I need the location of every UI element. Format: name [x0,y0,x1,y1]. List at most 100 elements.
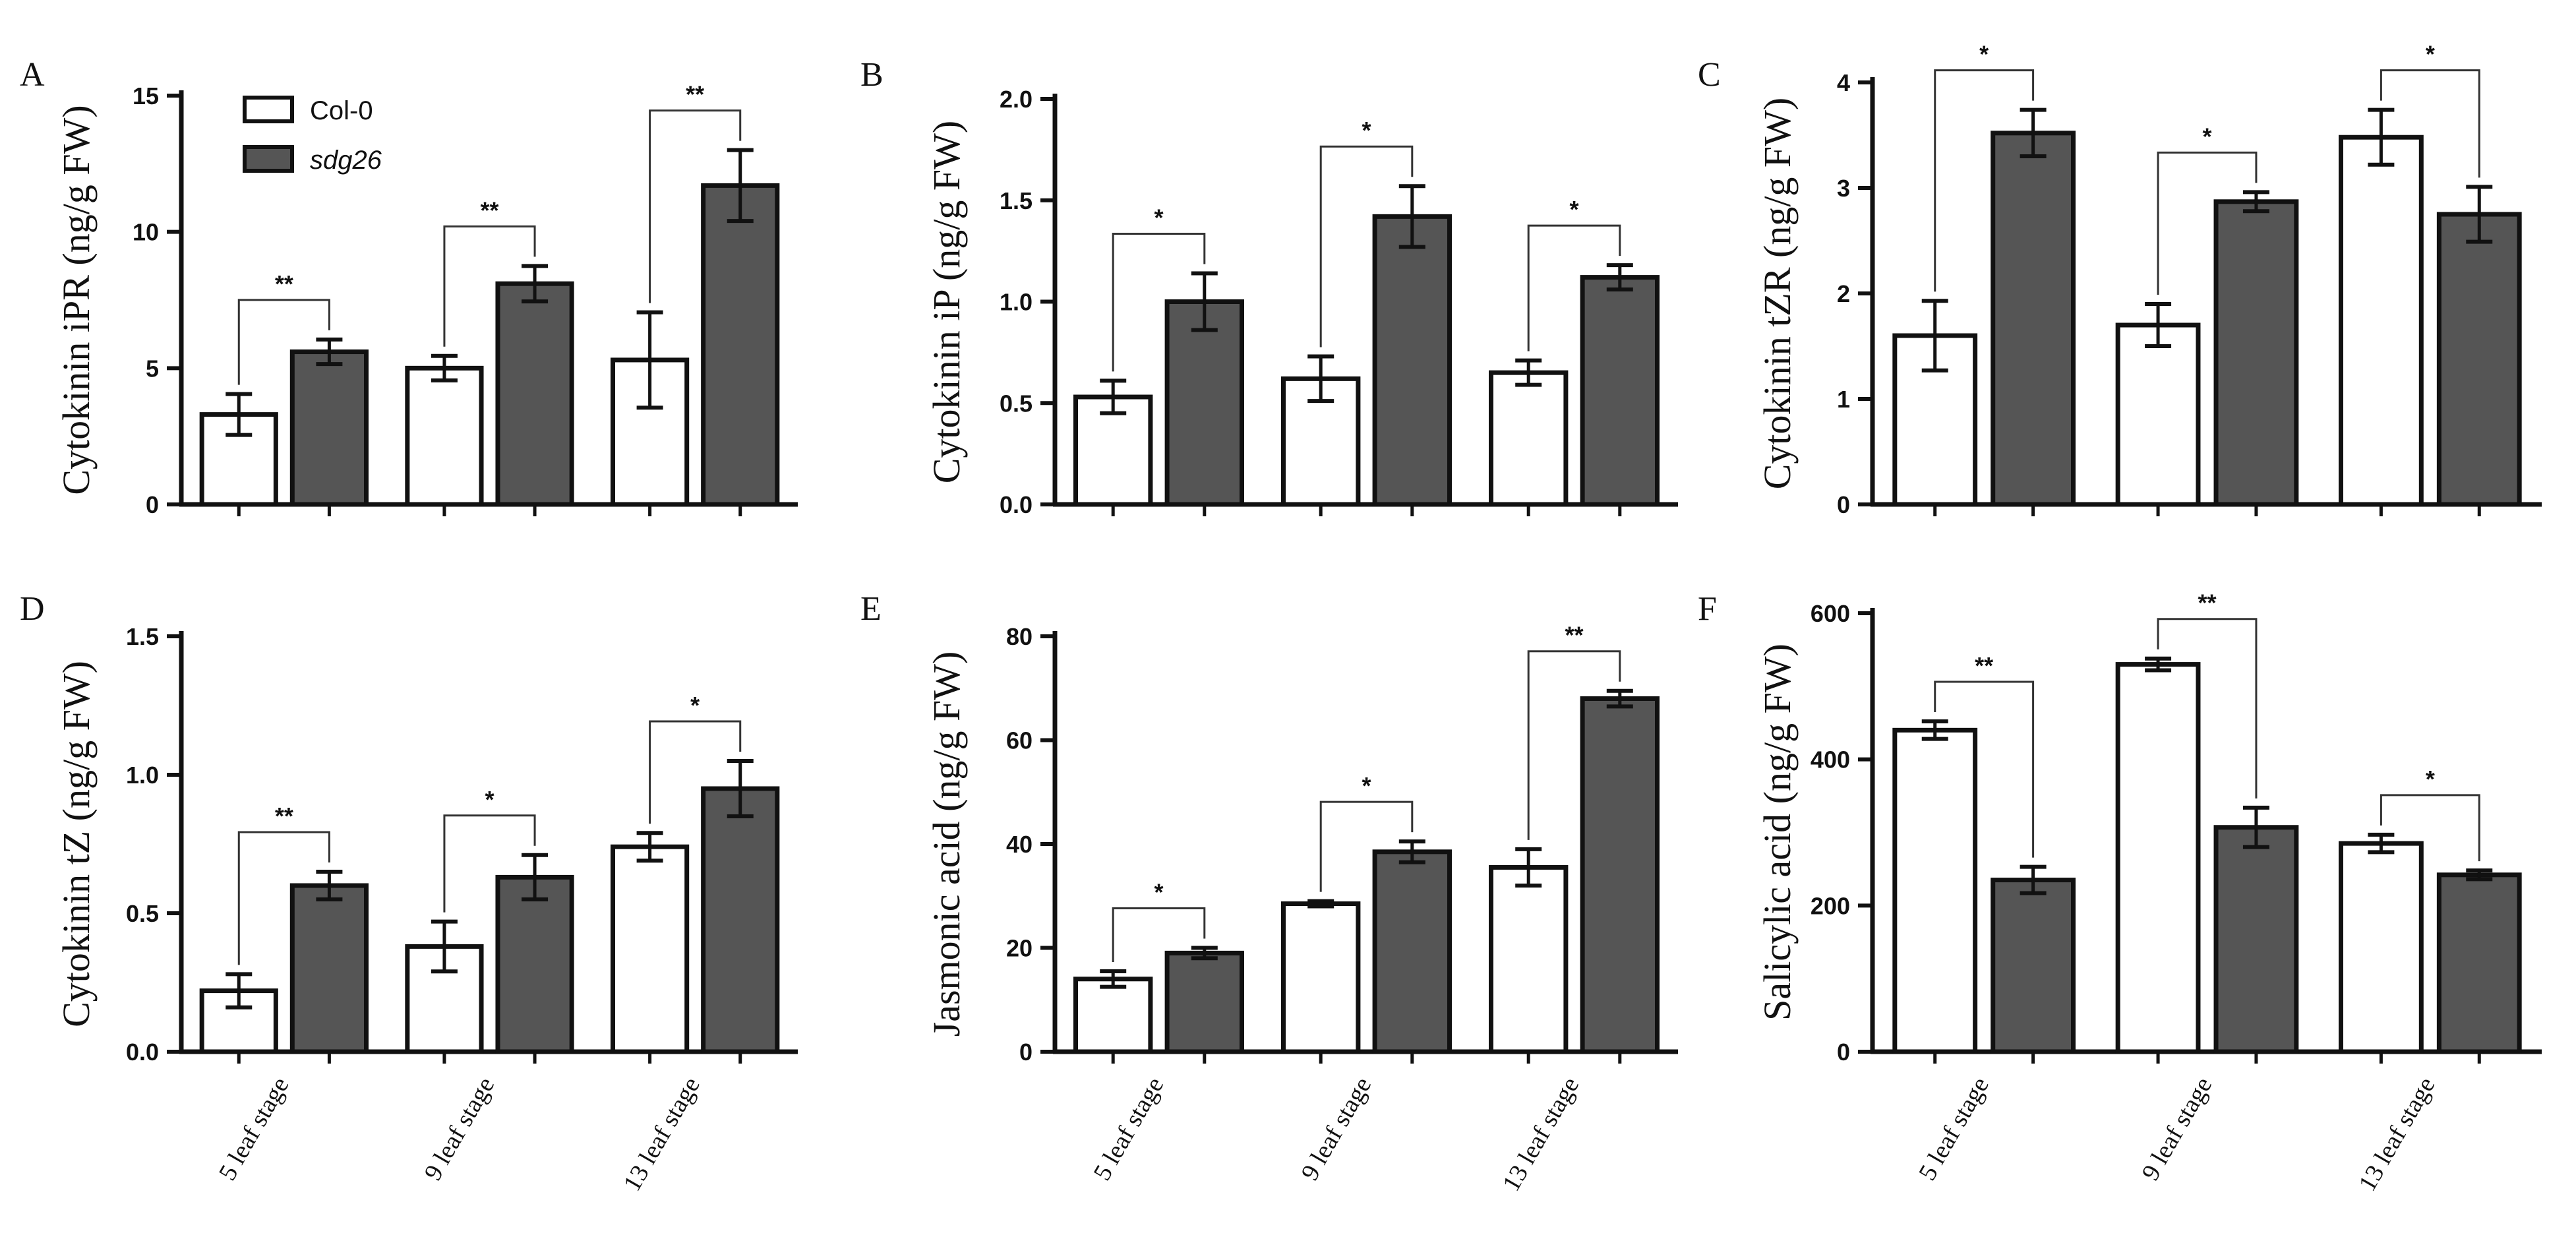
x-category-label-e: 13 leaf stage [1497,1073,1584,1196]
bar-a-sdg26-1 [289,349,369,507]
y-tick-label-c: 3 [1837,175,1850,202]
y-tick-label-a: 5 [146,355,159,382]
y-axis-title-f: Salicylic acid (ng/g FW) [1756,644,1799,1021]
y-tick-label-c: 0 [1837,491,1850,518]
significance-label-a: ** [686,81,704,108]
panel-letter-e: E [860,590,882,628]
bar-f-sdg26-2 [2213,825,2299,1054]
panel-letter-d: D [20,590,45,628]
panel-e: E Jasmonic acid (ng/g FW) 0 20 40 60 80 5 leaf … [860,590,1678,1196]
significance-label-d: ** [275,802,293,830]
panel-letter-f: F [1698,590,1717,628]
bar-e-col0-3 [1489,864,1569,1054]
bar-a-col0-2 [405,365,484,507]
significance-label-c: * [2202,123,2211,150]
panel-letter-a: A [20,56,45,94]
bar-c-col0-3 [2339,135,2424,507]
y-axis-title-b: Cytokinin iP (ng/g FW) [925,121,968,484]
significance-bracket-d [443,814,536,913]
bar-b-sdg26-3 [1580,275,1660,507]
y-tick-label-b: 0.0 [1000,491,1033,518]
y-axis-title-e: Jasmonic acid (ng/g FW) [925,651,968,1037]
legend-swatch-col0 [243,96,294,123]
bar-b-col0-3 [1489,370,1569,507]
x-category-label-f: 13 leaf stage [2353,1073,2440,1196]
x-category-label-d: 5 leaf stage [214,1073,295,1186]
bar-f-sdg26-3 [2436,872,2522,1054]
panel-a: A Cytokinin iPR (ng/g FW) 0 5 10 15 ** ** ** [20,56,798,518]
panel-c: C Cytokinin tZR (ng/g FW) 0 1 2 3 4 * * * [1698,41,2542,518]
y-tick-label-c: 1 [1837,386,1850,413]
y-tick-label-b: 2.0 [1000,86,1033,113]
y-tick-label-b: 0.5 [1000,390,1033,417]
significance-bracket-a [237,299,330,385]
y-tick-label-d: 1.5 [126,623,159,650]
significance-bracket-d [237,831,330,965]
significance-label-f: ** [2198,589,2216,617]
y-tick-label-b: 1.0 [1000,289,1033,316]
bar-e-sdg26-1 [1164,950,1244,1054]
y-tick-label-e: 40 [1006,831,1033,858]
significance-bracket-f [2380,794,2480,862]
significance-label-d: * [485,786,494,813]
y-tick-label-c: 2 [1837,280,1850,307]
panel-letter-b: B [860,56,884,94]
significance-bracket-c [2157,151,2258,295]
panel-b: B Cytokinin iP (ng/g FW) 0.0 0.5 1.0 1.5 2.0 * *… [860,56,1678,518]
y-tick-label-f: 600 [1811,600,1850,627]
y-axis-title-c: Cytokinin tZR (ng/g FW) [1756,98,1799,490]
significance-bracket-a [649,109,742,303]
y-tick-label-e: 60 [1006,727,1033,754]
significance-bracket-e [1319,800,1414,892]
x-category-label-f: 5 leaf stage [1913,1073,1994,1186]
bar-c-col0-2 [2115,322,2201,507]
y-tick-label-a: 15 [133,82,159,109]
bar-d-sdg26-3 [701,786,780,1054]
bar-e-sdg26-2 [1372,849,1453,1054]
y-tick-label-c: 4 [1837,69,1850,96]
y-tick-label-f: 0 [1837,1039,1850,1066]
legend: Col-0 sdg26 [243,96,382,175]
significance-label-b: * [1569,196,1578,223]
significance-label-f: * [2426,766,2435,793]
y-tick-label-b: 1.5 [1000,187,1033,214]
y-tick-label-a: 10 [133,219,159,246]
panel-letter-c: C [1698,56,1721,94]
significance-bracket-d [649,720,742,824]
bar-e-sdg26-3 [1580,696,1660,1054]
y-tick-label-d: 1.0 [126,762,159,789]
bar-b-sdg26-2 [1372,214,1453,507]
y-tick-label-e: 20 [1006,935,1033,962]
legend-swatch-sdg26 [243,145,294,173]
significance-label-e: ** [1565,622,1583,649]
bar-d-sdg26-1 [289,883,369,1054]
y-axis-title-a: Cytokinin iPR (ng/g FW) [55,105,98,495]
x-category-label-f: 9 leaf stage [2136,1073,2217,1186]
bar-d-sdg26-2 [495,874,574,1054]
x-category-label-e: 5 leaf stage [1088,1073,1169,1186]
significance-label-d: * [690,692,700,719]
significance-label-e: * [1362,772,1371,799]
y-tick-label-d: 0.5 [126,900,159,927]
bar-c-sdg26-2 [2213,199,2299,507]
bar-d-col0-3 [611,844,690,1054]
significance-bracket-c [2380,69,2480,178]
significance-label-f: ** [1975,652,1993,679]
y-tick-label-e: 0 [1019,1039,1033,1066]
bar-c-sdg26-3 [2436,212,2522,507]
x-category-label-e: 9 leaf stage [1296,1073,1377,1186]
bar-f-col0-3 [2339,841,2424,1054]
significance-bracket-e [1112,907,1206,962]
bar-f-col0-2 [2115,662,2201,1054]
significance-bracket-e [1527,650,1621,840]
bar-f-sdg26-1 [1991,878,2076,1054]
significance-bracket-c [1934,69,2035,292]
y-axis-title-d: Cytokinin tZ (ng/g FW) [55,661,98,1027]
bar-a-sdg26-2 [495,281,574,507]
bar-c-sdg26-1 [1991,131,2076,507]
significance-bracket-b [1319,145,1414,347]
significance-bracket-a [443,225,536,347]
legend-label-col0: Col-0 [310,96,373,125]
significance-label-c: * [1979,41,1989,68]
